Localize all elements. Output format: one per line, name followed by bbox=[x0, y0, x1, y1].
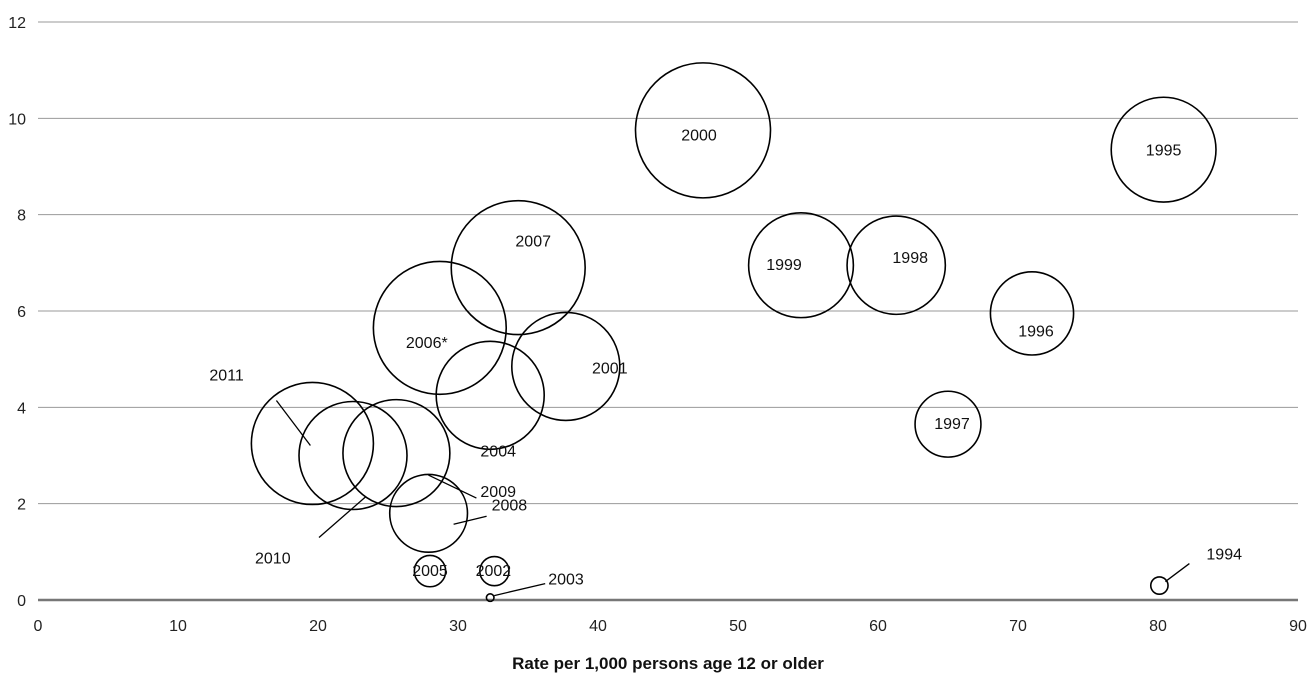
y-tick-label: 4 bbox=[17, 400, 26, 417]
bubble-2011 bbox=[250, 381, 375, 506]
y-tick-label: 8 bbox=[17, 208, 26, 225]
bubble-label: 2011 bbox=[209, 367, 244, 384]
x-axis-label: Rate per 1,000 persons age 12 or older bbox=[512, 654, 824, 673]
x-tick-label: 50 bbox=[729, 618, 747, 635]
bubble-label: 2006* bbox=[406, 335, 448, 352]
bubble-label: 1998 bbox=[892, 250, 928, 267]
bubble-1996 bbox=[989, 271, 1075, 356]
leader-line bbox=[275, 400, 311, 446]
bubble-label: 2008 bbox=[492, 497, 528, 514]
bubbles bbox=[250, 62, 1217, 603]
leader-line bbox=[453, 515, 487, 525]
leader-line bbox=[494, 582, 546, 597]
leader-line bbox=[1165, 563, 1190, 583]
bubble-label: 1994 bbox=[1206, 547, 1242, 564]
bubble-label: 2004 bbox=[480, 443, 516, 460]
bubble-label: 2001 bbox=[592, 360, 628, 377]
bubble-label: 1999 bbox=[766, 257, 802, 274]
y-tick-label: 0 bbox=[17, 593, 26, 610]
bubble-label: 2010 bbox=[255, 551, 291, 568]
x-tick-label: 30 bbox=[449, 618, 467, 635]
bubble-2007 bbox=[450, 199, 586, 336]
bubble-label: 2007 bbox=[515, 234, 551, 251]
bubble-2000 bbox=[634, 62, 772, 199]
bubble-label: 1996 bbox=[1018, 323, 1054, 340]
y-tick-label: 2 bbox=[17, 497, 26, 514]
bubble-2005 bbox=[413, 554, 447, 588]
bubble-label: 1997 bbox=[934, 416, 970, 433]
y-tick-label: 12 bbox=[8, 15, 26, 32]
bubble-1994 bbox=[1149, 576, 1169, 595]
bubble-label: 2003 bbox=[548, 572, 584, 589]
bubble-2003 bbox=[485, 593, 495, 603]
bubble-2006 bbox=[372, 260, 508, 396]
x-tick-label: 0 bbox=[34, 618, 43, 635]
leader-line bbox=[428, 474, 477, 499]
x-tick-label: 70 bbox=[1009, 618, 1027, 635]
bubble-1999 bbox=[747, 212, 855, 319]
x-tick-label: 10 bbox=[169, 618, 187, 635]
gridlines bbox=[38, 21, 1298, 602]
bubble-2010 bbox=[298, 400, 408, 511]
bubble-label: 2002 bbox=[476, 563, 512, 580]
bubble-label: 2000 bbox=[681, 127, 717, 144]
x-tick-label: 40 bbox=[589, 618, 607, 635]
leader-lines bbox=[275, 400, 1190, 597]
bubble-2001 bbox=[510, 311, 621, 422]
x-tick-label: 90 bbox=[1289, 618, 1307, 635]
bubble-2008 bbox=[388, 473, 469, 553]
x-tick-label: 60 bbox=[869, 618, 887, 635]
leader-line bbox=[318, 496, 367, 538]
bubble-1995 bbox=[1110, 96, 1217, 203]
bubble-2002 bbox=[479, 555, 510, 587]
bubble-2009 bbox=[342, 398, 451, 508]
bubble-label: 2005 bbox=[412, 563, 448, 580]
x-tick-label: 20 bbox=[309, 618, 327, 635]
tick-labels: 0 2 4 6 8 10 12 0 10 20 30 40 50 60 70 80 90 bbox=[8, 15, 1307, 635]
bubble-1997 bbox=[914, 390, 982, 458]
bubble-labels: 1994 1995 1996 1997 1998 1999 2000 2001 2002 2003… bbox=[209, 127, 1242, 588]
bubble-label: 2009 bbox=[480, 484, 516, 501]
y-tick-label: 6 bbox=[17, 304, 26, 321]
y-tick-label: 10 bbox=[8, 111, 26, 128]
bubble-1998 bbox=[846, 215, 947, 316]
x-tick-label: 80 bbox=[1149, 618, 1167, 635]
bubble-label: 1995 bbox=[1146, 143, 1182, 160]
bubble-2004 bbox=[435, 340, 546, 451]
